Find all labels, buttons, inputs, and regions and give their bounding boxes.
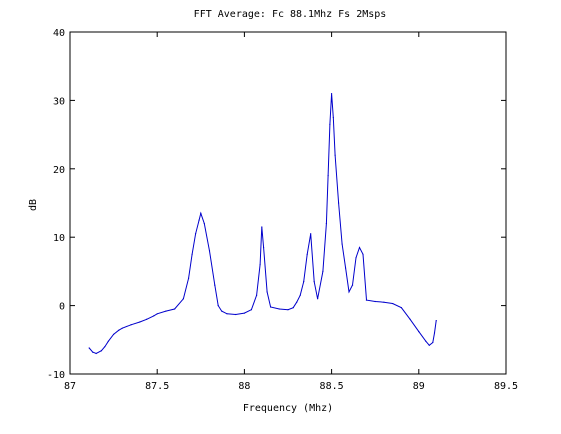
x-axis-label: Frequency (Mhz) [243,403,333,414]
spectrum-point [322,270,324,272]
spectrum-point [392,302,394,305]
spectrum-point [191,253,193,255]
spectrum-point [235,313,237,316]
x-tick-label: 89.5 [494,381,518,392]
spectrum-point [433,332,436,334]
spectrum-point [287,309,289,311]
spectrum-point [317,298,319,300]
spectrum-point [107,340,109,342]
plot-frame [69,31,507,375]
spectrum-point [355,257,357,259]
spectrum-point [418,330,420,333]
spectrum-point [226,313,228,315]
spectrum-point [174,308,176,310]
x-tick-labels: 87 87.5 88 88.5 89 89.5 [64,381,518,392]
spectrum-point [146,318,148,320]
spectrum-point [153,315,155,317]
spectrum-point [337,202,340,204]
spectrum-point [250,309,252,311]
spectrum-point [113,333,115,335]
spectrum-point [266,291,268,293]
spectrum-point [365,299,368,301]
spectrum-point [203,222,205,225]
x-tick-label: 89 [413,381,425,392]
spectrum-point [341,243,343,245]
spectrum-point [256,294,258,296]
spectrum-line [88,93,437,355]
spectrum-point [303,281,305,283]
spectrum-point [118,329,120,331]
spectrum-point [261,226,263,228]
spectrum-point [121,327,123,329]
spectrum-point [269,306,272,308]
spectrum-point [88,347,90,349]
spectrum-point [310,233,312,235]
y-tick-label: 30 [53,96,65,107]
y-tick-label: 20 [53,165,65,176]
spectrum-point [243,312,245,314]
spectrum-point [292,307,294,309]
spectrum-point [313,281,315,283]
spectrum-point [194,233,197,235]
spectrum-point [327,175,329,177]
spectrum-point [358,246,361,249]
spectrum-point [325,222,327,225]
spectrum-point [400,307,402,309]
spectrum-point [428,344,430,346]
y-tick-label: 0 [59,302,65,313]
spectrum-point [92,351,94,353]
spectrum-point [198,219,200,221]
spectrum-point [425,340,427,342]
x-tick-label: 87 [64,381,76,392]
spectrum-point [351,284,354,286]
spectrum-point [187,277,190,279]
spectrum-point [332,116,334,119]
spectrum-point [208,250,211,252]
spectrum-point [383,301,385,303]
spectrum-point [334,154,336,156]
spectrum-point [278,308,280,310]
spectrum-point [348,291,350,293]
chart-title: FFT Average: Fc 88.1Mhz Fs 2Msps [194,9,387,20]
spectrum-point [296,301,298,303]
y-tick-label: -10 [47,370,65,381]
spectrum-point [299,294,301,296]
spectrum-point [217,305,219,307]
spectrum-point [214,284,216,286]
spectrum-point [362,253,364,255]
spectrum-point [262,246,265,249]
y-axis-label: dB [28,199,39,211]
spectrum-point [306,253,308,255]
spectrum-point [259,263,261,266]
spectrum-point [432,341,434,344]
y-tick-label: 40 [53,28,65,39]
spectrum-point [182,298,184,300]
spectrum-point [329,123,331,125]
spectrum-point [156,313,158,315]
x-tick-label: 87.5 [145,381,169,392]
spectrum-point [139,321,141,323]
y-tick-label: 10 [53,233,65,244]
spectrum-point [165,310,167,312]
spectrum-point [331,92,333,95]
spectrum-point [374,300,376,303]
spectrum-point [344,267,347,269]
spectrum-point [200,212,202,214]
series-layer [88,92,437,355]
spectrum-point [95,352,97,355]
spectrum-point [221,310,223,312]
spectrum-point [104,346,106,348]
axis-ticks [69,31,507,375]
spectrum-point [130,324,132,326]
spectrum-point [100,350,102,352]
spectrum-point [435,320,437,322]
y-tick-labels: -10 0 10 20 30 40 [47,28,65,381]
spectrum-point [409,318,411,320]
x-tick-label: 88 [238,381,250,392]
x-tick-label: 88.5 [320,381,344,392]
